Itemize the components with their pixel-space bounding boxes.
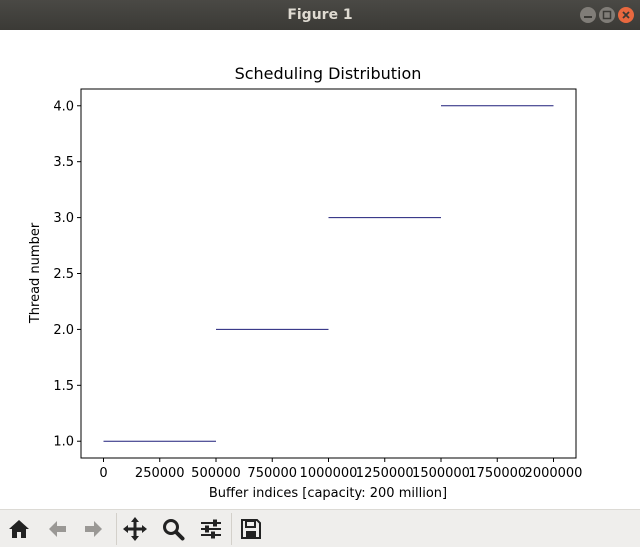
toolbar-separator (116, 513, 117, 545)
minimize-icon (584, 16, 592, 18)
x-axis-ticks: 0 250000 500000 750000 100000012500001500000… (99, 458, 582, 481)
y-tick-label: 3.5 (53, 155, 74, 170)
window-titlebar: Figure 1 (0, 0, 640, 30)
minimize-button[interactable] (580, 7, 596, 23)
save-icon (241, 519, 261, 539)
close-button[interactable] (618, 7, 634, 23)
data-segments (103, 105, 554, 442)
x-tick-label: 1000000 (300, 466, 358, 481)
back-arrow-icon (49, 521, 66, 537)
y-tick-label: 1.0 (53, 435, 74, 450)
y-tick-label: 1.5 (53, 379, 74, 394)
x-tick-label: 1500000 (412, 466, 470, 481)
x-tick-label: 250000 (135, 466, 185, 481)
home-icon (9, 520, 29, 538)
y-tick-label: 3.0 (53, 211, 74, 226)
toolbar-separator (231, 513, 232, 545)
pan-icon (123, 517, 147, 541)
configure-subplots-button[interactable] (195, 514, 227, 544)
axes-frame (80, 88, 577, 459)
pan-button[interactable] (119, 514, 151, 544)
x-tick-label: 750000 (247, 466, 297, 481)
back-button[interactable] (41, 514, 73, 544)
zoom-icon (163, 519, 185, 541)
x-tick-label: 1250000 (356, 466, 414, 481)
y-tick-label: 2.5 (53, 267, 74, 282)
y-axis-ticks: 1.0 1.5 2.0 2.5 3.0 3.5 4.0 (53, 99, 81, 450)
save-button[interactable] (235, 514, 267, 544)
maximize-button[interactable] (599, 7, 615, 23)
x-tick-label: 500000 (191, 466, 241, 481)
forward-arrow-icon (85, 521, 102, 537)
x-tick-label: 1750000 (468, 466, 526, 481)
x-tick-label: 2000000 (525, 466, 583, 481)
navigation-toolbar (0, 509, 640, 547)
home-button[interactable] (3, 514, 35, 544)
y-tick-label: 2.0 (53, 323, 74, 338)
close-icon (622, 11, 630, 19)
configure-subplots-icon (201, 519, 221, 539)
y-tick-label: 4.0 (53, 99, 74, 114)
window-controls (580, 7, 634, 23)
figure-canvas[interactable]: Scheduling Distribution 0 250000 500000 750… (0, 30, 640, 509)
maximize-icon (602, 10, 612, 20)
y-axis-label: Thread number (28, 222, 43, 324)
forward-button[interactable] (78, 514, 110, 544)
x-axis-label: Buffer indices [capacity: 200 million] (209, 486, 447, 501)
window-title: Figure 1 (287, 7, 353, 23)
x-tick-label: 0 (99, 466, 107, 481)
chart-title: Scheduling Distribution (235, 64, 422, 83)
chart: Scheduling Distribution 0 250000 500000 750… (28, 64, 582, 501)
zoom-button[interactable] (157, 514, 189, 544)
